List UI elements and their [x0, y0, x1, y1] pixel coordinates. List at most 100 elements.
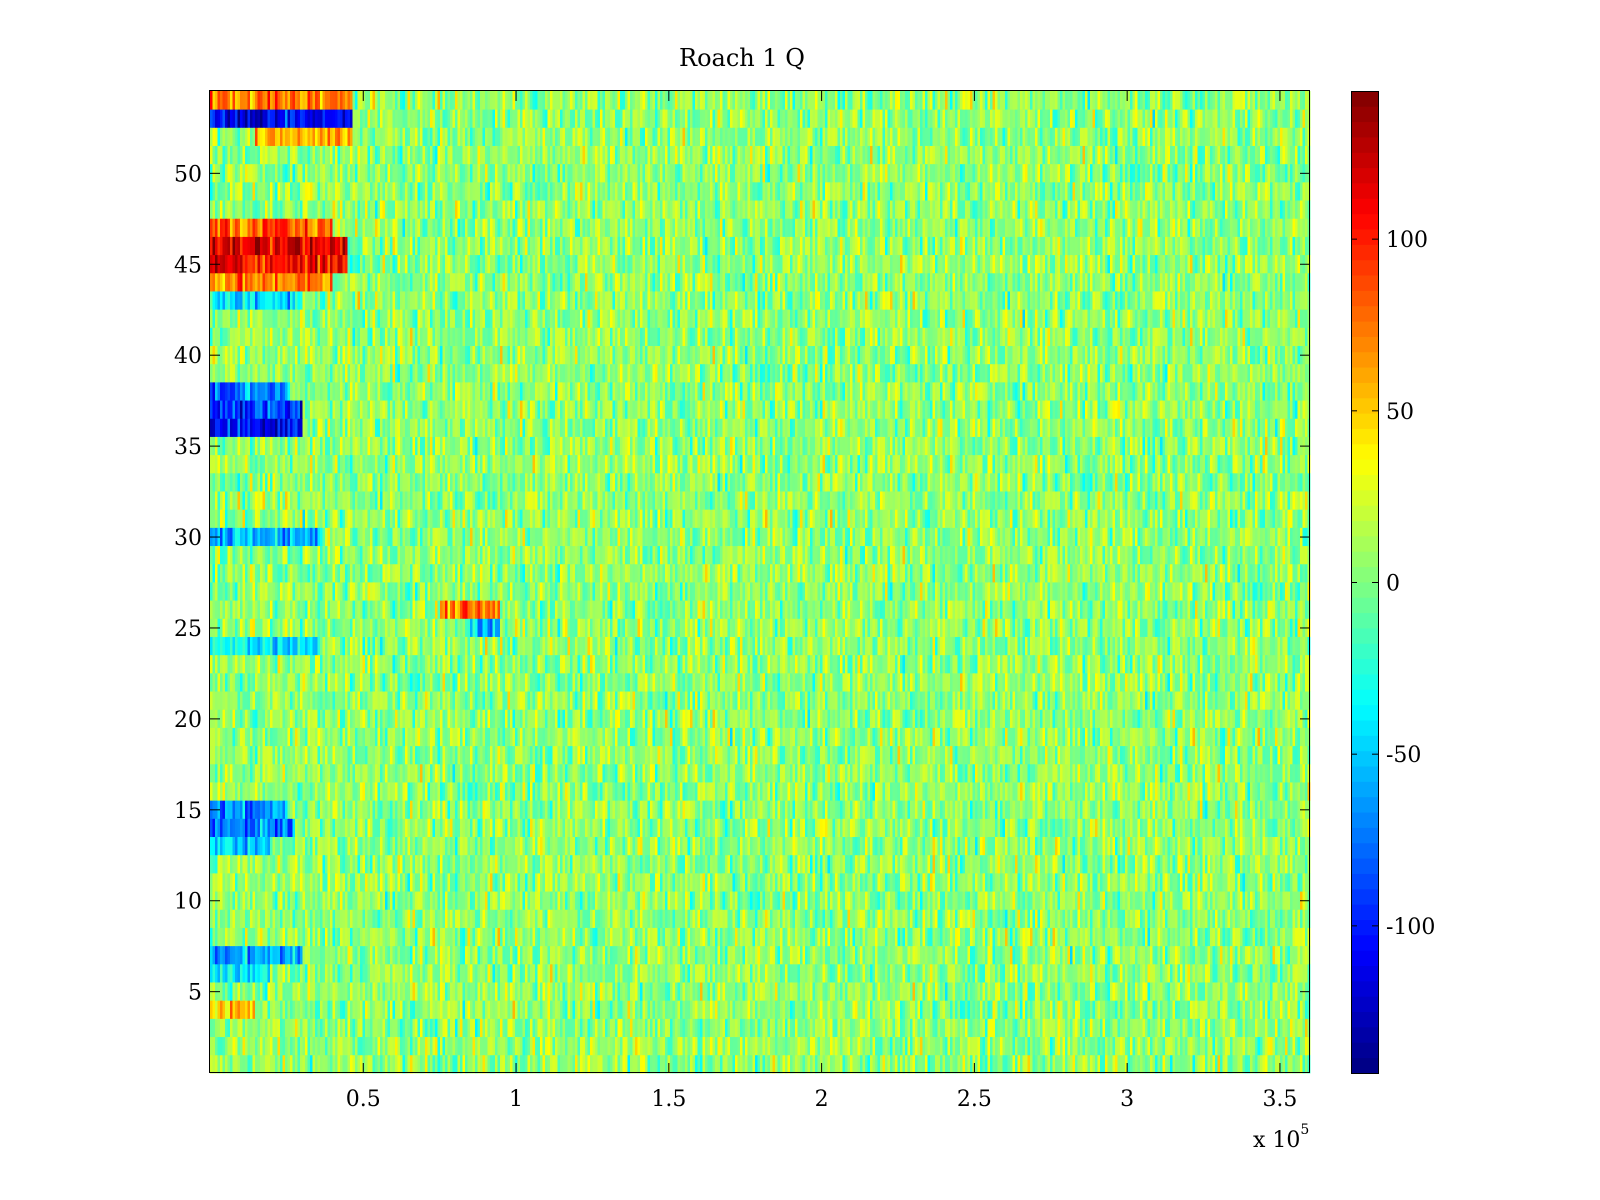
heatmap-cell	[1002, 1054, 1006, 1074]
heatmap-cell	[635, 1054, 638, 1074]
heatmap-cell	[1297, 982, 1301, 1001]
heatmap-cell	[347, 963, 351, 983]
heatmap-cell	[1260, 909, 1263, 928]
heatmap-cell	[1210, 1000, 1213, 1019]
heatmap-cell	[307, 891, 311, 910]
heatmap-cell	[1257, 963, 1261, 983]
heatmap-cell	[687, 945, 691, 965]
heatmap-cell	[282, 927, 286, 947]
heatmap-cell	[927, 982, 931, 1001]
heatmap-cell	[660, 872, 663, 892]
heatmap-cell	[1075, 945, 1078, 965]
heatmap-cell	[545, 872, 548, 892]
heatmap-cell	[920, 1000, 923, 1019]
heatmap-cell	[775, 909, 778, 928]
heatmap-cell	[222, 1036, 226, 1056]
heatmap-cell	[740, 927, 743, 947]
heatmap-cell	[652, 1000, 656, 1019]
heatmap-cell	[687, 891, 691, 910]
heatmap-cell	[992, 1054, 996, 1074]
heatmap-cell	[580, 945, 583, 965]
heatmap-cell	[1225, 872, 1228, 892]
heatmap-cell	[1055, 1000, 1058, 1019]
heatmap-cell	[310, 1054, 313, 1074]
heatmap-cell	[565, 963, 568, 983]
heatmap-cell	[705, 909, 708, 928]
heatmap-cell	[840, 909, 843, 928]
heatmap-cell	[727, 963, 731, 983]
heatmap-cell	[940, 872, 943, 892]
heatmap-cell	[502, 945, 506, 965]
heatmap-cell	[1187, 1018, 1191, 1038]
heatmap-cell	[1067, 891, 1071, 910]
heatmap-cell	[1277, 963, 1281, 983]
heatmap-cell	[1135, 945, 1138, 965]
heatmap-cell	[280, 891, 283, 910]
heatmap-cell	[467, 872, 471, 892]
heatmap-cell	[590, 927, 593, 947]
heatmap-cell	[705, 963, 708, 983]
heatmap-cell	[440, 891, 443, 910]
heatmap-cell	[397, 1036, 401, 1056]
heatmap-cell	[1005, 872, 1008, 892]
heatmap-cell	[287, 872, 291, 892]
heatmap-cell	[572, 872, 576, 892]
heatmap-cell	[1067, 1018, 1071, 1038]
heatmap-cell	[357, 945, 361, 965]
heatmap-cell	[1057, 1036, 1061, 1056]
heatmap-cell	[730, 1054, 733, 1074]
heatmap-cell	[835, 1054, 838, 1074]
heatmap-cell	[240, 909, 243, 928]
heatmap-cell	[1147, 945, 1151, 965]
heatmap-cell	[737, 1018, 741, 1038]
heatmap-cell	[340, 1036, 343, 1056]
heatmap-cell	[1195, 1054, 1198, 1074]
heatmap-cell	[337, 1018, 341, 1038]
heatmap-cell	[495, 872, 498, 892]
heatmap-cell	[1125, 1000, 1128, 1019]
heatmap-cell	[1192, 872, 1196, 892]
heatmap-cell	[882, 982, 886, 1001]
heatmap-cell	[945, 1036, 948, 1056]
heatmap-cell	[630, 945, 633, 965]
heatmap-cell	[1042, 963, 1046, 983]
heatmap-cell	[1227, 963, 1231, 983]
heatmap-cell	[1297, 909, 1301, 928]
heatmap-cell	[980, 1054, 983, 1074]
heatmap-cell	[552, 1036, 556, 1056]
heatmap-cell	[302, 1018, 306, 1038]
heatmap-cell	[447, 945, 451, 965]
heatmap-cell	[270, 872, 273, 892]
heatmap-cell	[755, 891, 758, 910]
heatmap-cell	[1302, 1054, 1306, 1074]
heatmap-cell	[497, 872, 501, 892]
heatmap-cell	[885, 891, 888, 910]
heatmap-cell	[257, 963, 261, 983]
heatmap-cell	[210, 1036, 213, 1056]
heatmap-cell	[997, 1000, 1001, 1019]
heatmap-cell	[1150, 1000, 1153, 1019]
heatmap-cell	[1080, 1054, 1083, 1074]
heatmap-cell	[1240, 982, 1243, 1001]
heatmap-cell	[687, 1000, 691, 1019]
heatmap-cell	[505, 891, 508, 910]
heatmap-cell	[302, 1054, 306, 1074]
heatmap-cell	[312, 945, 316, 965]
heatmap-cell	[422, 854, 426, 874]
heatmap-cell	[232, 945, 236, 965]
heatmap-cell	[1045, 1000, 1048, 1019]
heatmap-cell	[1180, 963, 1183, 983]
heatmap-cell	[340, 872, 343, 892]
heatmap-cell	[1202, 1054, 1206, 1074]
heatmap-cell	[890, 982, 893, 1001]
heatmap-cell	[1000, 963, 1003, 983]
heatmap-cell	[1137, 872, 1141, 892]
heatmap-cell	[740, 1036, 743, 1056]
heatmap-cell	[980, 909, 983, 928]
heatmap-cell	[285, 1054, 288, 1074]
heatmap-cell	[1065, 963, 1068, 983]
heatmap-cell	[1150, 945, 1153, 965]
heatmap-cell	[260, 1054, 263, 1074]
heatmap-cell	[890, 945, 893, 965]
heatmap-cell	[222, 963, 226, 983]
